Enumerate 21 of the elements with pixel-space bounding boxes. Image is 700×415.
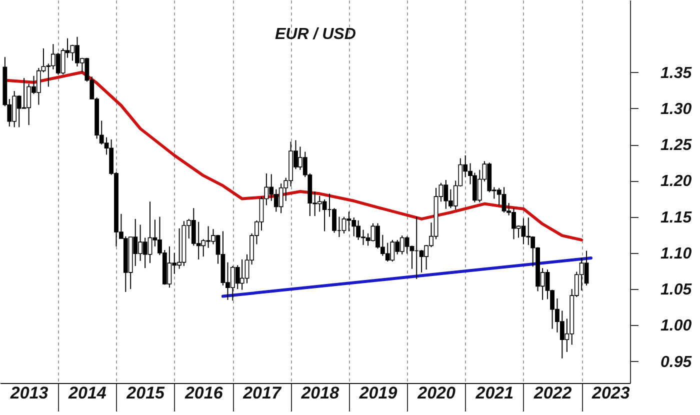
y-tick-label: 1.35 [660, 64, 693, 82]
x-tick-label: 2016 [184, 384, 224, 402]
y-tick-label: 1.15 [660, 209, 693, 226]
y-tick-label: 0.95 [660, 354, 693, 371]
y-tick-label: 1.20 [660, 173, 692, 190]
text: EUR / USD [275, 26, 356, 43]
y-tick-label: 1.05 [660, 282, 693, 299]
x-tick-label: 2014 [68, 384, 107, 402]
y-tick-label: 1.10 [660, 245, 692, 262]
x-tick-label: 2022 [532, 384, 572, 402]
y-tick-label: 1.25 [660, 137, 693, 154]
x-tick-label: 2013 [9, 384, 49, 402]
x-tick-label: 2023 [591, 384, 630, 402]
y-tick-label: 1.00 [660, 318, 692, 335]
x-tick-label: 2015 [126, 384, 166, 402]
x-tick-label: 2018 [300, 384, 340, 402]
x-tick-label: 2017 [242, 384, 282, 402]
y-tick-label: 1.30 [660, 100, 692, 118]
x-tick-label: 2020 [416, 384, 456, 402]
x-tick-label: 2019 [358, 384, 398, 402]
x-tick-label: 2021 [474, 384, 514, 402]
